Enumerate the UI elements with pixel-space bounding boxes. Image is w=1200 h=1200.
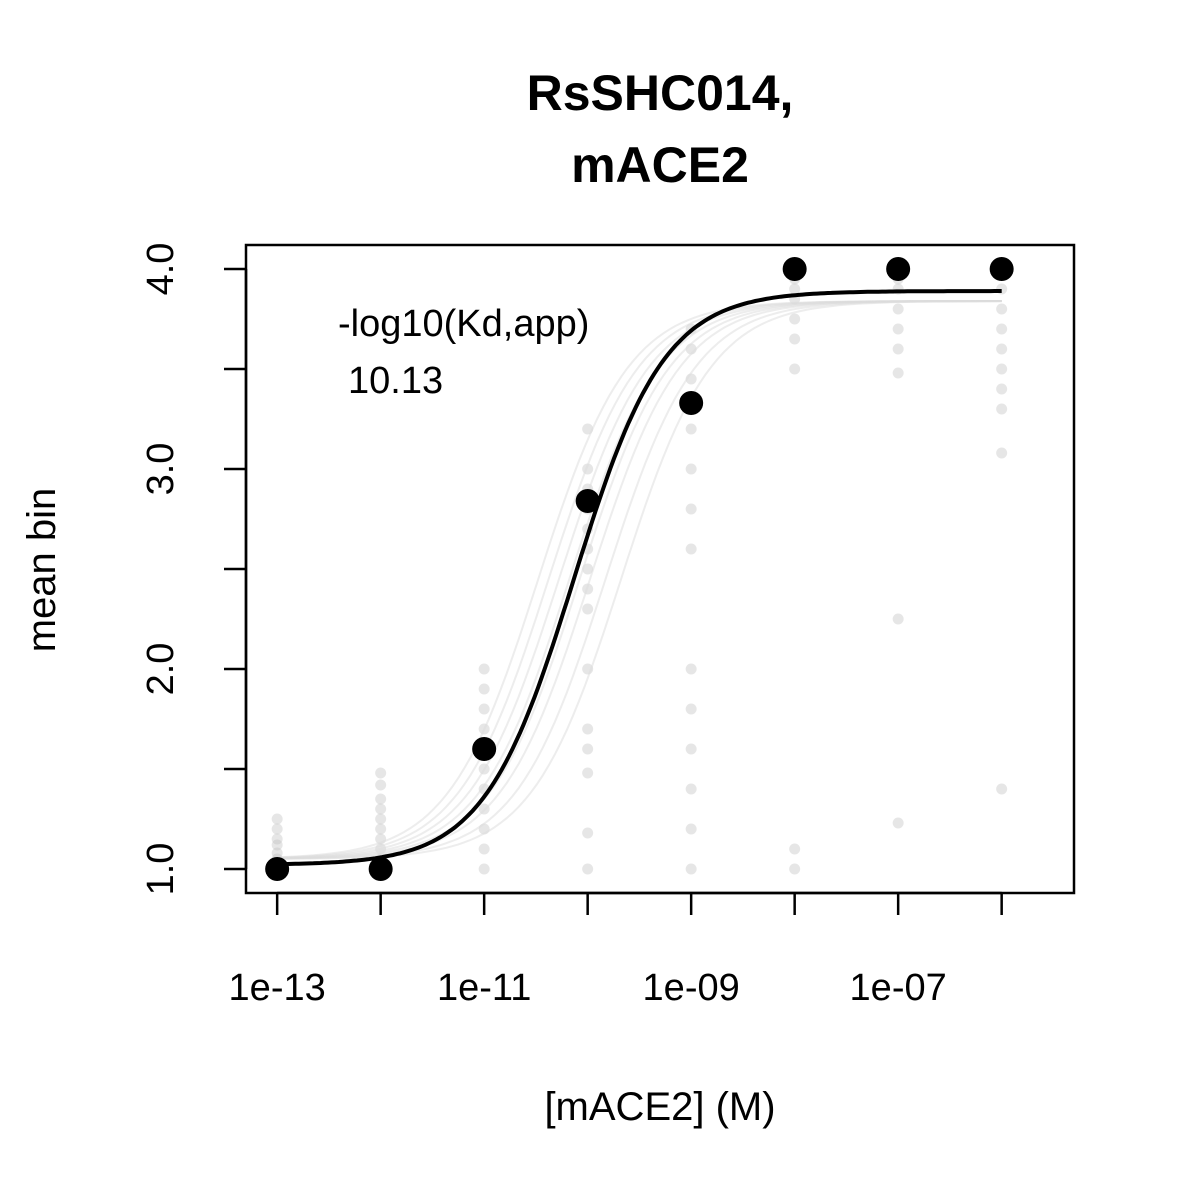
data-point xyxy=(989,257,1014,281)
bootstrap-point xyxy=(996,447,1008,459)
bootstrap-point xyxy=(789,283,801,295)
bootstrap-point xyxy=(685,503,697,515)
bootstrap-point xyxy=(685,783,697,795)
bootstrap-point xyxy=(996,323,1008,335)
bootstrap-point xyxy=(996,303,1008,315)
data-point xyxy=(265,857,290,881)
data-point xyxy=(472,737,497,761)
bootstrap-point xyxy=(271,839,283,851)
bootstrap-point xyxy=(685,703,697,715)
bootstrap-point xyxy=(375,803,387,815)
bootstrap-point xyxy=(582,767,594,779)
bootstrap-point xyxy=(789,843,801,855)
bootstrap-point xyxy=(996,343,1008,355)
bootstrap-point xyxy=(582,723,594,735)
y-tick-label: 4.0 xyxy=(140,243,182,296)
bootstrap-point xyxy=(685,543,697,555)
chart-title-line-2: mACE2 xyxy=(571,137,749,193)
y-axis: 1.0 2.0 3.0 4.0 xyxy=(140,243,248,896)
bootstrap-point xyxy=(996,403,1008,415)
bootstrap-point xyxy=(789,333,801,345)
data-point xyxy=(782,257,807,281)
bootstrap-point xyxy=(478,863,490,875)
x-axis: 1e-13 1e-11 1e-09 1e-07 xyxy=(229,891,1003,1009)
bootstrap-point xyxy=(685,823,697,835)
data-point xyxy=(575,489,600,513)
bootstrap-point xyxy=(478,663,490,675)
fit-curve xyxy=(277,289,1002,867)
bootstrap-point xyxy=(582,863,594,875)
bootstrap-point xyxy=(685,423,697,435)
bootstrap-point xyxy=(582,827,594,839)
bootstrap-point xyxy=(685,463,697,475)
bootstrap-point xyxy=(271,813,283,825)
data-point xyxy=(886,257,911,281)
y-tick-label: 1.0 xyxy=(140,843,182,896)
x-axis-label: [mACE2] (M) xyxy=(544,1085,775,1129)
bootstrap-point xyxy=(892,817,904,829)
bootstrap-point xyxy=(996,363,1008,375)
bootstrap-point xyxy=(582,603,594,615)
bootstrap-point xyxy=(582,563,594,575)
bootstrap-point xyxy=(478,703,490,715)
bootstrap-point xyxy=(892,343,904,355)
bootstrap-point xyxy=(685,743,697,755)
bootstrap-point xyxy=(271,847,283,859)
bootstrap-point xyxy=(375,793,387,805)
x-tick-label: 1e-07 xyxy=(850,967,947,1009)
bootstrap-point xyxy=(478,843,490,855)
bootstrap-point xyxy=(892,367,904,379)
bootstrap-point xyxy=(996,383,1008,395)
bootstrap-point xyxy=(789,863,801,875)
bootstrap-point xyxy=(892,613,904,625)
bootstrap-point xyxy=(375,813,387,825)
bootstrap-point xyxy=(478,683,490,695)
bootstrap-point xyxy=(789,313,801,325)
annotation-value: 10.13 xyxy=(348,360,443,402)
bootstrap-point xyxy=(892,323,904,335)
fit-layer xyxy=(277,289,1002,867)
bootstrap-point xyxy=(892,303,904,315)
x-tick-label: 1e-09 xyxy=(643,967,740,1009)
bootstrap-point xyxy=(375,823,387,835)
data-point xyxy=(679,391,704,415)
x-tick-label: 1e-13 xyxy=(229,967,326,1009)
chart-title-line-1: RsSHC014, xyxy=(527,65,794,121)
bootstrap-point xyxy=(685,663,697,675)
bootstrap-point xyxy=(271,823,283,835)
bootstrap-point xyxy=(685,863,697,875)
bootstrap-point xyxy=(789,363,801,375)
y-axis-label: mean bin xyxy=(20,488,64,653)
bootstrap-point xyxy=(582,743,594,755)
bootstrap-point xyxy=(996,783,1008,795)
y-tick-label: 3.0 xyxy=(140,443,182,496)
y-tick-label: 2.0 xyxy=(140,643,182,696)
x-tick-label: 1e-11 xyxy=(437,967,531,1009)
points-layer xyxy=(265,257,1014,881)
annotation-label: -log10(Kd,app) xyxy=(338,303,589,345)
bootstrap-point xyxy=(375,767,387,779)
bootstrap-point xyxy=(271,833,283,845)
data-point xyxy=(368,857,393,881)
bootstrap-point xyxy=(375,779,387,791)
